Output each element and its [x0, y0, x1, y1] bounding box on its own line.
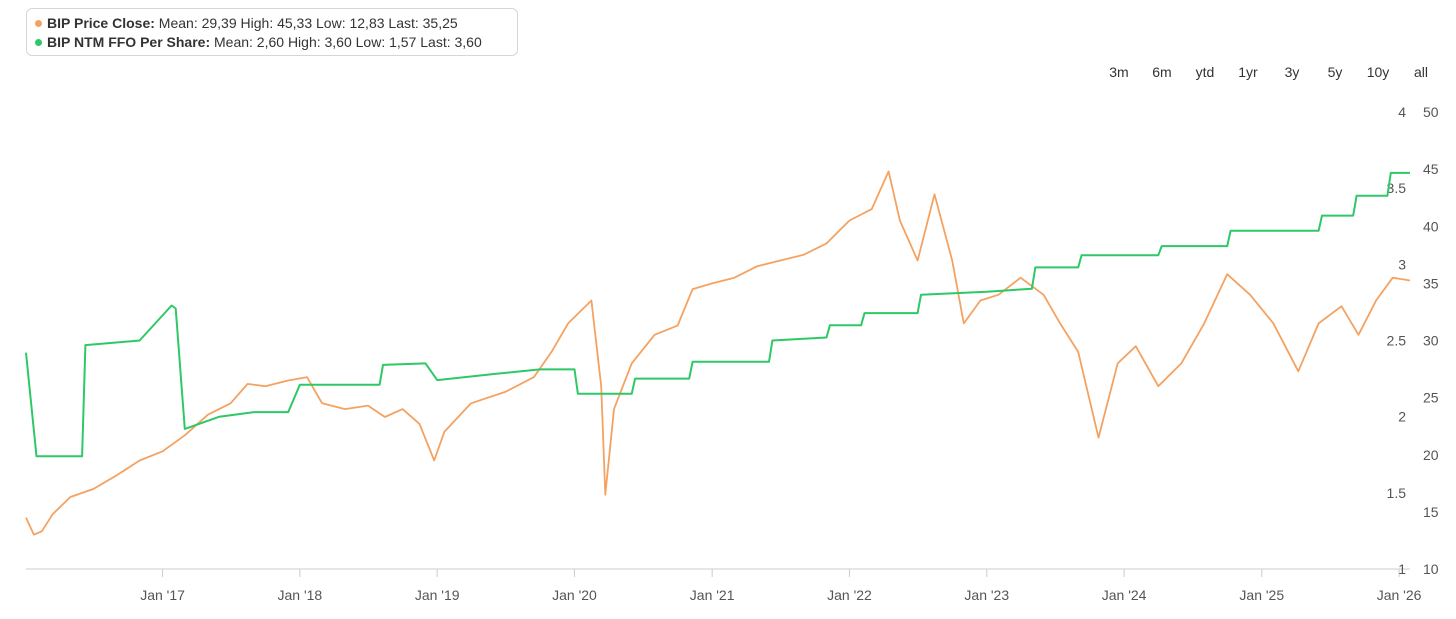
ffo-axis-tick-label: 2	[1398, 409, 1406, 425]
legend-ffo-stats: Mean: 2,60 High: 3,60 Low: 1,57 Last: 3,…	[214, 34, 482, 50]
range-1yr-button[interactable]: 1yr	[1238, 64, 1258, 80]
ffo-axis-tick-label: 3	[1398, 256, 1406, 272]
x-tick-label: Jan '24	[1102, 587, 1147, 603]
ffo-axis-tick-label: 2.5	[1387, 333, 1407, 349]
price-axis-tick-label: 30	[1423, 333, 1439, 349]
range-10y-button[interactable]: 10y	[1366, 64, 1390, 80]
legend-item-ffo[interactable]: BIP NTM FFO Per Share: Mean: 2,60 High: …	[35, 33, 517, 52]
range-all-button[interactable]: all	[1413, 64, 1429, 80]
price-axis-tick-label: 45	[1423, 161, 1439, 177]
x-tick-label: Jan '23	[964, 587, 1009, 603]
ffo-axis-tick-label: 4	[1398, 104, 1406, 120]
ffo-series-dot	[35, 39, 42, 46]
range-6m-button[interactable]: 6m	[1152, 64, 1172, 80]
x-tick-label: Jan '19	[415, 587, 460, 603]
x-tick-label: Jan '18	[278, 587, 323, 603]
series-lines	[25, 170, 1411, 536]
x-axis-ticks: Jan '17 Jan '18 Jan '19 Jan '20 Jan '21 Jan '…	[140, 569, 1422, 603]
x-tick-label: Jan '22	[827, 587, 872, 603]
price-axis-tick-label: 15	[1423, 504, 1439, 520]
ffo-axis-ticks: 1 1.5 2 2.5 3 3.5 4	[1387, 104, 1407, 577]
x-tick-label: Jan '17	[140, 587, 185, 603]
x-tick-label: Jan '20	[552, 587, 597, 603]
ffo-axis-tick-label: 1.5	[1387, 485, 1407, 501]
price-series-dot	[35, 20, 42, 27]
price-close-line	[25, 170, 1411, 536]
x-tick-label: Jan '26	[1377, 587, 1422, 603]
price-axis-tick-label: 50	[1423, 104, 1439, 120]
price-axis-tick-label: 35	[1423, 275, 1439, 291]
chart-legend: BIP Price Close: Mean: 29,39 High: 45,33…	[26, 8, 518, 56]
price-axis-ticks: 10 15 20 25 30 35 40 45 50	[1423, 104, 1439, 577]
legend-price-name: BIP Price Close:	[47, 15, 155, 31]
legend-price-stats: Mean: 29,39 High: 45,33 Low: 12,83 Last:…	[158, 15, 458, 31]
range-selector: 3m 6m ytd 1yr 3y 5y 10y all	[1098, 64, 1442, 84]
price-axis-tick-label: 20	[1423, 447, 1439, 463]
ffo-axis-tick-label: 1	[1398, 561, 1406, 577]
x-tick-label: Jan '25	[1239, 587, 1284, 603]
range-5y-button[interactable]: 5y	[1327, 64, 1343, 80]
x-tick-label: Jan '21	[690, 587, 735, 603]
price-axis-tick-label: 10	[1423, 561, 1439, 577]
ffo-axis-tick-label: 3.5	[1387, 180, 1407, 196]
legend-item-price[interactable]: BIP Price Close: Mean: 29,39 High: 45,33…	[35, 14, 517, 33]
range-ytd-button[interactable]: ytd	[1195, 64, 1215, 80]
range-3y-button[interactable]: 3y	[1284, 64, 1300, 80]
ffo-per-share-line	[25, 171, 1410, 458]
price-axis-tick-label: 40	[1423, 218, 1439, 234]
price-axis-tick-label: 25	[1423, 390, 1439, 406]
range-3m-button[interactable]: 3m	[1109, 64, 1129, 80]
legend-ffo-name: BIP NTM FFO Per Share:	[47, 34, 211, 50]
